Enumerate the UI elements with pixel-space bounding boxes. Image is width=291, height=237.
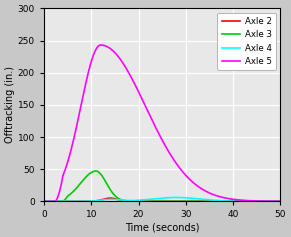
Legend: Axle 2, Axle 3, Axle 4, Axle 5: Axle 2, Axle 3, Axle 4, Axle 5 [217,13,276,70]
X-axis label: Time (seconds): Time (seconds) [125,222,199,232]
Axle 3 [69,192,73,195]
Line: Axle 3: Axle 3 [44,171,281,201]
Axle 5 [249,199,252,202]
Axle 3 [133,200,136,203]
Axle 3 [42,200,46,203]
Axle 2 [42,200,46,203]
Axle 4 [42,200,46,203]
Axle 3 [274,200,278,203]
Axle 4 [83,200,87,203]
Line: Axle 5: Axle 5 [44,45,281,201]
Axle 4 [175,196,178,199]
Axle 5 [279,200,282,203]
Axle 5 [42,200,46,203]
Axle 3 [249,200,252,203]
Axle 2 [274,200,278,203]
Axle 3 [94,170,98,173]
Axle 3 [279,200,282,203]
Axle 4 [279,200,282,203]
Axle 5 [143,104,147,106]
Axle 2 [279,200,282,203]
Axle 2 [83,200,87,203]
Axle 5 [83,86,87,89]
Axle 5 [133,82,136,85]
Axle 4 [69,200,73,203]
Axle 5 [274,200,278,203]
Axle 5 [69,149,73,152]
Axle 4 [133,199,136,202]
Axle 3 [143,200,147,203]
Axle 2 [249,200,252,203]
Axle 2 [133,200,136,203]
Axle 4 [249,200,252,203]
Axle 4 [274,200,278,203]
Axle 2 [109,197,112,200]
Axle 5 [99,44,102,46]
Axle 2 [143,200,147,203]
Line: Axle 2: Axle 2 [44,198,281,201]
Axle 4 [143,198,147,201]
Line: Axle 4: Axle 4 [44,197,281,201]
Axle 2 [69,200,73,203]
Y-axis label: Offtracking (in.): Offtracking (in.) [5,66,15,143]
Axle 3 [83,177,87,180]
